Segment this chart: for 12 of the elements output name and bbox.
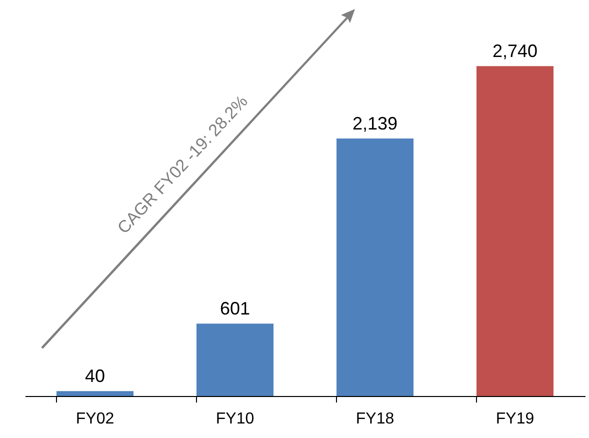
data-label: 40 bbox=[84, 366, 106, 386]
x-tick-label: FY02 bbox=[76, 410, 114, 428]
data-label: 2,740 bbox=[492, 41, 538, 62]
x-tick-label: FY19 bbox=[496, 410, 534, 428]
bar bbox=[336, 138, 414, 396]
bar bbox=[56, 391, 134, 396]
bar bbox=[476, 66, 554, 396]
data-label: 601 bbox=[220, 298, 250, 319]
x-tick-label: FY10 bbox=[216, 410, 254, 428]
x-tick-label: FY18 bbox=[356, 410, 394, 428]
bar bbox=[196, 324, 274, 396]
data-label: 2,139 bbox=[352, 114, 398, 134]
